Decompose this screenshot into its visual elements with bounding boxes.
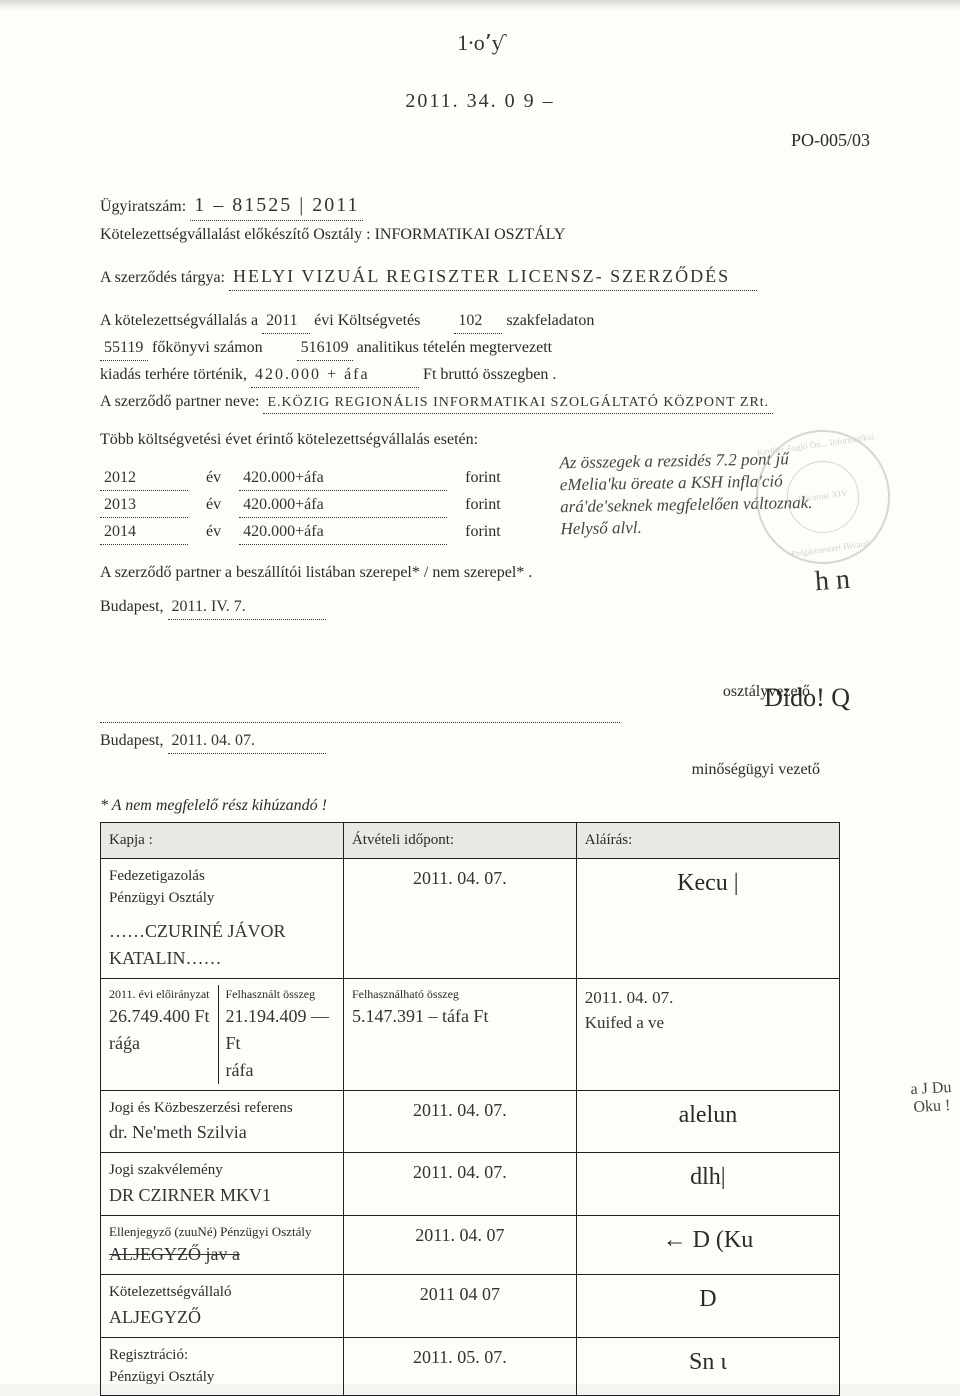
round-stamp: Kerület Zugló Ön... Informatikai Főváros… <box>747 421 898 572</box>
p-ledger: 55119 <box>100 336 148 361</box>
subject-label: A szerződés tárgya: <box>100 269 225 286</box>
r4-c3: ← D (Ku <box>663 1227 754 1253</box>
th-1: Kapja : <box>101 823 344 859</box>
th-3: Aláírás: <box>576 823 839 859</box>
p-l3a: kiadás terhére történik, <box>100 366 247 383</box>
table-row: Ellenjegyző (zuuNé) Pénzügyi Osztály ALJ… <box>101 1215 840 1275</box>
r6-c2: 2011. 05. 07. <box>413 1347 507 1367</box>
r1-c2: 5.147.391 – táfa Ft <box>352 1003 568 1030</box>
bp2-label: Budapest, <box>100 732 164 749</box>
r0-l0: Fedezetigazolás <box>109 865 335 888</box>
header-scribble: 1∙o՚ƴ <box>457 30 503 56</box>
year-1-amt: 420.000+áfa <box>239 493 447 518</box>
r4-l1: ALJEGYZŐ jav a <box>109 1241 335 1268</box>
table-row: 2011. évi előirányzat 26.749.400 Ft ráǵa… <box>101 978 840 1090</box>
r3-l1: DR CZIRNER MKV1 <box>109 1182 335 1209</box>
r1-c2-label: Felhasználható összeg <box>352 985 568 1003</box>
r0-c3: Kecu | <box>677 870 738 896</box>
p-l1c: szakfeladaton <box>506 312 594 329</box>
r2-l0: Jogi és Közbeszerzési referens <box>109 1097 335 1120</box>
r3-l0: Jogi szakvélemény <box>109 1159 335 1182</box>
p-code: 102 <box>454 309 502 334</box>
subject-line: A szerződés tárgya: HELYI VIZUÁL REGISZT… <box>100 263 870 291</box>
subject-value: HELYI VIZUÁL REGISZTER LICENSZ- SZERZŐDÉ… <box>229 263 757 291</box>
p-amount: 420.000 + áfa <box>251 363 419 388</box>
year-0-unit: forint <box>465 466 501 490</box>
doc-number: PO-005/03 <box>791 130 870 151</box>
p-l4a: A szerződő partner neve: <box>100 393 259 410</box>
table-row: Kötelezettségvállaló ALJEGYZŐ 2011 04 07… <box>101 1275 840 1338</box>
r5-l0: Kötelezettségvállaló <box>109 1281 335 1304</box>
r6-l1: Pénzügyi Osztály <box>109 1366 335 1389</box>
r3-c2: 2011. 04. 07. <box>413 1162 507 1182</box>
case-number-line: Ügyiratszám: 1 – 81525 | 2011 <box>100 190 870 221</box>
year-1-unit: forint <box>465 493 501 517</box>
supplier-line: A szerződő partner a beszállítói listába… <box>100 561 870 585</box>
table-row: Jogi szakvélemény DR CZIRNER MKV1 2011. … <box>101 1153 840 1216</box>
r5-l1: ALJEGYZŐ <box>109 1304 335 1331</box>
table-row: Regisztráció: Pénzügyi Osztály 2011. 05.… <box>101 1337 840 1395</box>
r0-l1: Pénzügyi Osztály <box>109 887 335 910</box>
bp2-date: 2011. 04. 07. <box>168 729 326 754</box>
r1-b-label: Felhasznált összeg <box>225 985 328 1003</box>
p-l2b: analitikus tételén megtervezett <box>357 339 552 356</box>
bp1-date: 2011. IV. 7. <box>168 595 326 620</box>
p-l2code: 516109 <box>297 336 353 361</box>
year-0-suf: év <box>206 466 221 490</box>
header-date-handwritten: 2011. 34. 0 9 – <box>405 90 554 113</box>
r3-c3: dlh| <box>690 1164 725 1190</box>
year-1: 2013 <box>100 493 188 518</box>
right-margin-annotation: a J Du Oku ! <box>910 1079 953 1117</box>
paragraph-block: A kötelezettségvállalás a 2011 évi Költs… <box>100 309 870 414</box>
r4-c2: 2011. 04. 07 <box>415 1225 504 1245</box>
scan-shadow <box>0 0 960 10</box>
quality-signature: Dido! Q <box>764 678 850 717</box>
r0-c2: 2011. 04. 07. <box>413 868 507 888</box>
osztalyvezeto-label: osztályvezető <box>100 680 870 704</box>
year-2-amt: 420.000+áfa <box>239 520 447 545</box>
p-l1a: A kötelezettségvállalás a <box>100 312 258 329</box>
bp1-label: Budapest, <box>100 598 164 615</box>
r1-c3: 2011. 04. 07. Kuifed a ve <box>585 988 674 1033</box>
approval-table: Kapja : Átvételi időpont: Aláírás: Fedez… <box>100 822 840 1396</box>
stamp-bottom-text: Polgármesteri Hivatal <box>750 424 897 571</box>
year-2: 2014 <box>100 520 188 545</box>
r6-l0: Regisztráció: <box>109 1344 335 1367</box>
department-line: Kötelezettségvállalást előkészítő Osztál… <box>100 223 870 247</box>
r6-c3: Sn ι <box>689 1349 727 1375</box>
quality-label: minőségügyi vezető <box>100 758 870 782</box>
r5-c2: 2011 04 07 <box>420 1284 500 1304</box>
case-number-value: 1 – 81525 | 2011 <box>190 190 363 221</box>
year-1-suf: év <box>206 493 221 517</box>
r0-l2: ……CZURINÉ JÁVOR KATALIN…… <box>109 918 335 972</box>
r1-a-val: 26.749.400 Ft ráǵa <box>109 1003 212 1057</box>
p-partner: E.KÖZIG REGIONÁLIS INFORMATIKAI SZOLGÁLT… <box>263 392 773 414</box>
r2-c2: 2011. 04. 07. <box>413 1100 507 1120</box>
p-l1b: évi Költségvetés <box>314 312 420 329</box>
bp2-line: Budapest, 2011. 04. 07. <box>100 729 870 754</box>
p-l2a: főkönyvi számon <box>152 339 263 356</box>
document-page: 1∙o՚ƴ 2011. 34. 0 9 – PO-005/03 Ügyirats… <box>0 0 960 1384</box>
r4-l0: Ellenjegyző (zuuNé) Pénzügyi Osztály <box>109 1222 335 1242</box>
r2-c3: alelun <box>679 1102 738 1128</box>
table-row: Jogi és Közbeszerzési referens dr. Ne'me… <box>101 1090 840 1153</box>
r5-c3: D <box>699 1286 716 1312</box>
bp1-line: Budapest, 2011. IV. 7. <box>100 595 870 620</box>
case-label: Ügyiratszám: <box>100 198 186 215</box>
year-0: 2012 <box>100 466 188 491</box>
year-0-amt: 420.000+áfa <box>239 466 447 491</box>
osztalyvezeto-signature: h n <box>814 559 852 603</box>
p-l3b: Ft bruttó összegben . <box>423 366 556 383</box>
p-year: 2011 <box>262 309 310 334</box>
table-row: Fedezetigazolás Pénzügyi Osztály ……CZURI… <box>101 858 840 978</box>
separator-dots <box>100 722 620 723</box>
footnote: * A nem megfelelő rész kihúzandó ! <box>100 794 870 818</box>
th-2: Átvételi időpont: <box>343 823 576 859</box>
r1-b-val: 21.194.409 — Ft ráfa <box>225 1003 328 1084</box>
year-2-unit: forint <box>465 520 501 544</box>
r1-a-label: 2011. évi előirányzat <box>109 985 212 1003</box>
year-2-suf: év <box>206 520 221 544</box>
r2-l1: dr. Ne'meth Szilvia <box>109 1119 335 1146</box>
